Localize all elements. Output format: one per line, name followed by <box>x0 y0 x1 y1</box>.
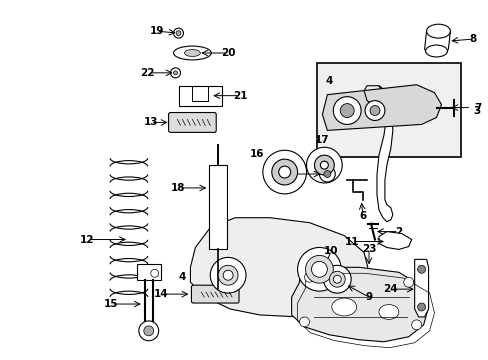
Circle shape <box>304 272 314 282</box>
Circle shape <box>333 275 341 283</box>
Circle shape <box>417 265 425 273</box>
Text: 15: 15 <box>103 299 118 309</box>
Text: 18: 18 <box>171 183 185 193</box>
Polygon shape <box>376 86 392 222</box>
Text: 10: 10 <box>324 247 338 256</box>
FancyBboxPatch shape <box>168 113 216 132</box>
Bar <box>137 264 161 280</box>
Bar <box>209 165 226 249</box>
Text: 11: 11 <box>344 237 359 247</box>
Polygon shape <box>322 85 441 130</box>
Polygon shape <box>414 260 427 317</box>
Polygon shape <box>291 267 427 342</box>
Polygon shape <box>378 231 411 249</box>
Circle shape <box>263 150 306 194</box>
FancyBboxPatch shape <box>191 285 239 303</box>
Bar <box>317 63 460 157</box>
Circle shape <box>173 28 183 38</box>
Text: 13: 13 <box>143 117 158 127</box>
Text: 21: 21 <box>232 91 247 101</box>
Circle shape <box>417 303 425 311</box>
Text: 1: 1 <box>419 88 427 98</box>
Bar <box>178 86 222 105</box>
Circle shape <box>150 269 158 277</box>
Circle shape <box>223 270 233 280</box>
Ellipse shape <box>378 305 398 319</box>
Polygon shape <box>190 218 368 317</box>
Text: 19: 19 <box>149 26 163 36</box>
Text: 23: 23 <box>361 244 375 255</box>
Text: 2: 2 <box>394 226 402 237</box>
Circle shape <box>170 68 180 78</box>
Circle shape <box>323 171 330 177</box>
Text: 20: 20 <box>221 48 235 58</box>
Text: 17: 17 <box>314 135 329 145</box>
Circle shape <box>305 255 333 283</box>
Text: 9: 9 <box>365 292 372 302</box>
Circle shape <box>311 261 326 277</box>
Circle shape <box>365 100 384 121</box>
Circle shape <box>306 147 342 183</box>
Text: 3: 3 <box>472 105 480 116</box>
Circle shape <box>403 277 413 287</box>
Circle shape <box>411 320 421 330</box>
Circle shape <box>314 155 334 175</box>
Ellipse shape <box>184 50 200 57</box>
Text: 8: 8 <box>468 34 476 44</box>
Circle shape <box>271 159 297 185</box>
Circle shape <box>218 265 238 285</box>
Circle shape <box>328 271 345 287</box>
Circle shape <box>173 71 177 75</box>
Text: 14: 14 <box>153 289 167 299</box>
Ellipse shape <box>173 46 211 60</box>
Circle shape <box>319 166 335 182</box>
Circle shape <box>369 105 379 116</box>
Circle shape <box>299 317 309 327</box>
Circle shape <box>210 257 245 293</box>
Text: 12: 12 <box>80 234 94 244</box>
Text: 22: 22 <box>140 68 155 78</box>
Text: 4: 4 <box>179 272 186 282</box>
Circle shape <box>176 31 181 36</box>
Text: 4: 4 <box>325 76 332 86</box>
Circle shape <box>333 96 360 125</box>
Text: 7: 7 <box>473 103 481 113</box>
Circle shape <box>323 265 350 293</box>
Circle shape <box>320 161 327 169</box>
Circle shape <box>297 247 341 291</box>
Circle shape <box>139 321 158 341</box>
Text: 5: 5 <box>285 169 293 179</box>
Ellipse shape <box>426 24 449 38</box>
Circle shape <box>143 326 153 336</box>
Text: 16: 16 <box>249 149 264 159</box>
Circle shape <box>278 166 290 178</box>
Text: 6: 6 <box>359 211 366 221</box>
Circle shape <box>340 104 353 117</box>
Ellipse shape <box>331 298 356 316</box>
Text: 24: 24 <box>383 284 397 294</box>
Ellipse shape <box>425 45 447 57</box>
